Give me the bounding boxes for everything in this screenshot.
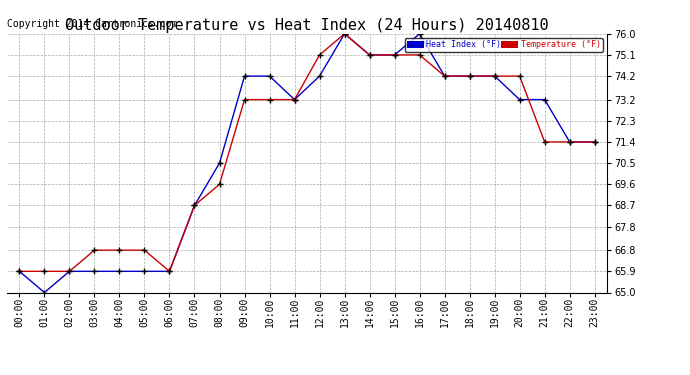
- Legend: Heat Index (°F), Temperature (°F): Heat Index (°F), Temperature (°F): [405, 38, 603, 52]
- Text: Copyright 2014 Cartronics.com: Copyright 2014 Cartronics.com: [7, 19, 177, 28]
- Title: Outdoor Temperature vs Heat Index (24 Hours) 20140810: Outdoor Temperature vs Heat Index (24 Ho…: [66, 18, 549, 33]
